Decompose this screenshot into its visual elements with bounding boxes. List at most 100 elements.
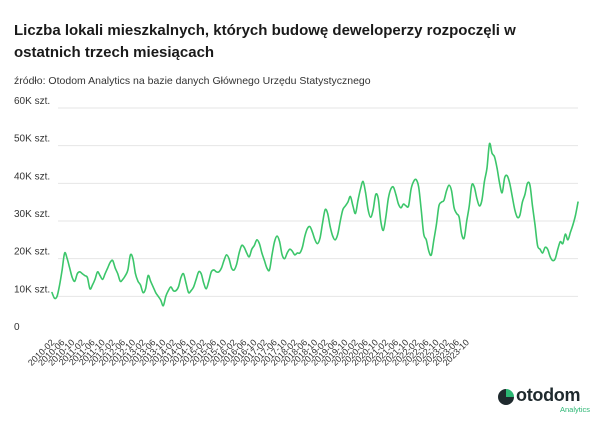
series-line-0 [51, 142, 579, 307]
data-point [69, 267, 71, 269]
data-point [172, 290, 174, 292]
data-point [574, 214, 577, 216]
data-point [71, 276, 73, 279]
data-point [531, 205, 534, 207]
data-point [375, 194, 377, 196]
data-point [182, 273, 185, 275]
data-point [529, 184, 531, 186]
data-point [504, 177, 506, 179]
data-point [382, 229, 384, 232]
data-point [461, 233, 463, 235]
data-point [536, 244, 539, 247]
data-point [552, 259, 554, 262]
data-point [84, 275, 86, 277]
data-point [198, 271, 200, 273]
data-point [334, 239, 336, 241]
data-point [251, 248, 253, 250]
data-point [539, 248, 541, 250]
data-point [486, 167, 488, 169]
data-point [304, 235, 306, 237]
y-tick-label: 60K szt. [14, 96, 50, 107]
data-point [268, 269, 271, 271]
data-point [521, 201, 523, 203]
y-tick-label: 30K szt. [14, 209, 50, 220]
data-point [493, 156, 496, 158]
data-point [387, 197, 389, 199]
data-point [344, 205, 346, 207]
data-point [549, 256, 551, 258]
data-point [390, 188, 392, 190]
data-point [557, 248, 559, 250]
y-tick-label: 10K szt. [14, 284, 50, 295]
data-point [309, 226, 311, 228]
data-point [127, 269, 129, 271]
data-point [478, 205, 480, 207]
data-point [453, 207, 455, 209]
data-point [473, 186, 475, 188]
data-point [458, 216, 460, 218]
data-point [319, 237, 321, 239]
data-point [147, 275, 149, 277]
data-point [223, 259, 225, 262]
data-point [58, 284, 61, 286]
data-point [101, 278, 104, 280]
data-point [225, 254, 228, 256]
data-point [157, 295, 159, 297]
data-point [395, 194, 397, 196]
data-point [564, 233, 566, 235]
data-point [347, 201, 349, 203]
data-point [547, 248, 549, 250]
data-point [89, 288, 91, 290]
data-point [258, 243, 260, 245]
data-point [66, 258, 68, 260]
data-point [76, 273, 78, 275]
data-point [203, 282, 205, 284]
data-point [210, 271, 212, 273]
data-point [329, 226, 331, 228]
data-point [577, 201, 579, 203]
data-point [150, 280, 152, 282]
data-point [377, 197, 379, 199]
data-point [208, 280, 210, 282]
data-point [324, 209, 326, 211]
y-axis-ticks: 0 10K szt. 20K szt. 30K szt. 40K szt. 50K szt… [14, 96, 50, 333]
data-point [488, 143, 491, 145]
data-point [321, 222, 324, 224]
data-point [276, 235, 278, 237]
data-point [284, 258, 286, 260]
data-point [266, 267, 268, 269]
data-point [230, 267, 233, 269]
data-point [281, 254, 283, 256]
data-point [544, 246, 546, 248]
data-point [352, 205, 354, 207]
data-point [175, 290, 177, 292]
data-point [349, 195, 351, 198]
data-point [299, 252, 301, 254]
data-point [248, 256, 250, 258]
data-point [233, 269, 235, 271]
data-point [96, 271, 99, 273]
data-point [271, 254, 273, 256]
data-point [410, 188, 412, 190]
data-point [463, 237, 465, 239]
data-point [420, 209, 422, 211]
data-point [261, 252, 263, 254]
data-point [243, 246, 245, 248]
data-point [491, 152, 493, 154]
data-point [364, 192, 367, 194]
data-point [165, 295, 167, 297]
data-point [129, 254, 131, 256]
data-point [392, 186, 394, 188]
data-point [524, 194, 526, 196]
data-point [61, 269, 63, 271]
data-point [74, 280, 76, 282]
data-point [400, 207, 402, 209]
data-point [402, 203, 405, 205]
data-point [380, 220, 382, 222]
data-point [567, 239, 569, 241]
data-point [162, 305, 164, 307]
data-point [501, 192, 503, 194]
chart-source: źródło: Otodom Analytics na bazie danych… [14, 75, 371, 87]
data-point [367, 209, 369, 211]
data-point [397, 203, 400, 205]
